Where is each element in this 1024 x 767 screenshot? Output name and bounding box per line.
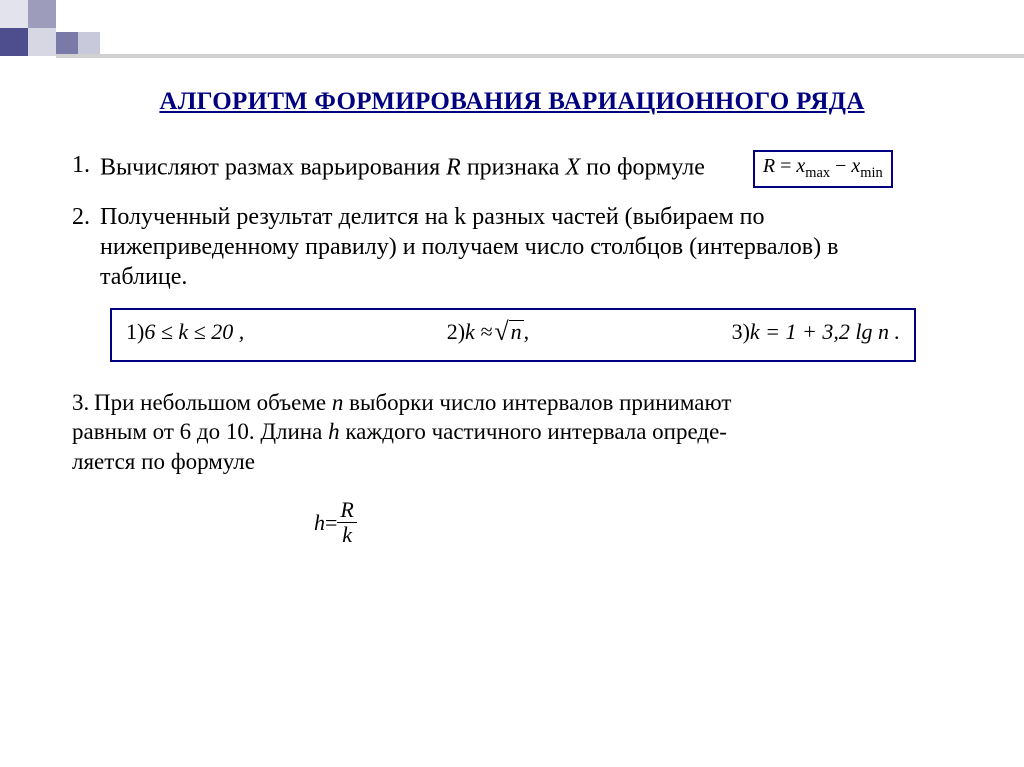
formula-h-frac: R k [337, 499, 356, 546]
item3-line2a: равным от 6 до 10. Длина [72, 419, 328, 444]
slide: АЛГОРИТМ ФОРМИРОВАНИЯ ВАРИАЦИОННОГО РЯДА… [0, 0, 1024, 767]
rule2-lead: 2) [447, 318, 465, 346]
list-item-2: 2. Полученный результат делится на k раз… [72, 202, 898, 292]
formula-R-x1: x [796, 155, 805, 177]
deco-square [78, 32, 100, 54]
formula-R-minus: − [830, 155, 851, 177]
item3-line1b: выборки число интервалов принимают [343, 390, 731, 415]
rule1-expr: 6 ≤ k ≤ 20 , [144, 318, 244, 346]
item1-text: Вычисляют размах варьирования R признака… [100, 150, 898, 188]
item1-text-a: Вычисляют размах варьирования [100, 155, 446, 181]
deco-square [28, 28, 56, 56]
item2-number: 2. [72, 202, 100, 292]
list-item-3: 3.При небольшом объеме n выборки число и… [72, 388, 898, 478]
formula-R-x2: x [851, 155, 860, 177]
item3-number: 3. [72, 388, 94, 418]
deco-square [0, 0, 28, 28]
rule2-root: √n [494, 320, 523, 343]
item3-line3: ляется по формуле [72, 449, 255, 474]
rule2-lhs: k ≈ [465, 318, 492, 346]
formula-h-lhs: h [314, 509, 325, 537]
formula-h-eq: = [325, 509, 337, 537]
formula-rules-box: 1)6 ≤ k ≤ 20 , 2)k ≈ √n , 3)k = 1 + 3,2 … [110, 308, 916, 362]
item3-line2b: каждого частичного интервала опреде- [340, 419, 727, 444]
deco-square [56, 32, 78, 54]
rule-3: 3)k = 1 + 3,2 lg n . [732, 318, 900, 346]
item3-h: h [328, 419, 340, 444]
deco-square [0, 28, 28, 56]
item2-text: Полученный результат делится на k разных… [100, 202, 898, 292]
item3-n: n [332, 390, 344, 415]
rule1-lead: 1) [126, 318, 144, 346]
formula-R-eq: = [775, 155, 796, 177]
rule-2: 2)k ≈ √n , [447, 318, 529, 346]
slide-title: АЛГОРИТМ ФОРМИРОВАНИЯ ВАРИАЦИОННОГО РЯДА [0, 88, 1024, 116]
rule-1: 1)6 ≤ k ≤ 20 , [126, 318, 244, 346]
deco-square [28, 0, 56, 28]
rule3-lead: 3) [732, 318, 750, 346]
rule2-tail: , [524, 318, 530, 346]
formula-R-box: R = xmax − xmin [753, 150, 893, 188]
radical-icon: √ [494, 322, 508, 342]
deco-bar [56, 54, 1024, 58]
item1-number: 1. [72, 150, 100, 188]
item1-text-mid: признака [461, 155, 566, 181]
formula-h-den: k [337, 522, 356, 546]
item1-R: R [446, 155, 461, 181]
list-item-1: 1. Вычисляют размах варьирования R призн… [72, 150, 898, 188]
rule3-expr: k = 1 + 3,2 lg n . [750, 318, 900, 346]
formula-h-num: R [337, 499, 356, 522]
slide-body: 1. Вычисляют размах варьирования R призн… [72, 150, 898, 546]
formula-R-var: R [763, 155, 775, 177]
item1-text-after: по формуле [580, 155, 705, 181]
formula-R-max: max [805, 165, 830, 181]
formula-R-min: min [860, 165, 882, 181]
rule2-arg: n [509, 320, 524, 343]
item1-X: X [565, 155, 580, 181]
formula-h: h = R k [314, 499, 898, 546]
item3-line1a: При небольшом объеме [94, 390, 332, 415]
